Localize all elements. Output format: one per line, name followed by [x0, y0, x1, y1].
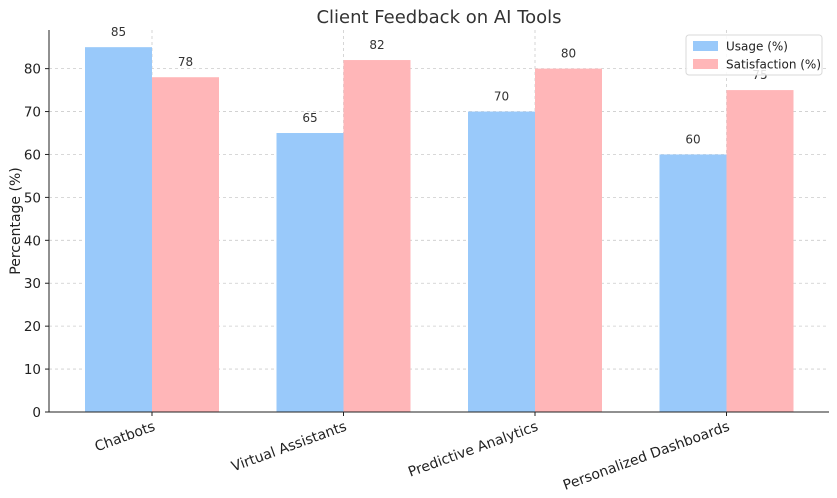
legend-swatch [693, 41, 718, 51]
bar-value-label: 80 [561, 47, 576, 61]
x-tick-label: Personalized Dashboards [561, 419, 732, 494]
y-tick-label: 80 [24, 62, 41, 78]
bar-value-label: 85 [111, 25, 126, 39]
y-tick-label: 0 [32, 405, 41, 421]
y-axis-label: Percentage (%) [8, 167, 24, 274]
bar-usage [85, 47, 152, 412]
legend-swatch [693, 59, 718, 69]
bar-satisfaction [152, 77, 219, 412]
bar-usage [276, 133, 344, 412]
y-tick-label: 60 [24, 147, 41, 163]
y-tick-label: 40 [24, 233, 41, 249]
bar-usage [468, 111, 535, 412]
chart-title: Client Feedback on AI Tools [316, 7, 561, 28]
y-tick-label: 50 [24, 190, 41, 206]
legend-entry: Usage (%) [726, 40, 788, 54]
bar-value-label: 60 [685, 132, 700, 146]
bar-value-label: 65 [302, 111, 317, 125]
y-tick-label: 10 [24, 362, 41, 378]
bar-value-label: 82 [369, 38, 384, 52]
legend-entry: Satisfaction (%) [726, 58, 821, 72]
x-ticks: Chatbots Virtual Assistants Predictive Ana… [93, 412, 732, 494]
y-ticks: 0 10 20 30 40 50 60 70 80 [24, 62, 49, 421]
y-tick-label: 30 [24, 276, 41, 292]
axes [48, 30, 829, 413]
x-tick-label: Virtual Assistants [229, 419, 348, 476]
x-tick-label: Predictive Analytics [406, 419, 540, 481]
y-tick-label: 70 [24, 105, 41, 121]
bar-usage [659, 154, 727, 412]
bars [85, 47, 794, 412]
legend: Usage (%) Satisfaction (%) [685, 34, 823, 76]
bar-satisfaction [343, 60, 411, 412]
bar-satisfaction [726, 90, 794, 412]
y-tick-label: 20 [24, 319, 41, 335]
bar-value-label: 78 [178, 55, 193, 69]
x-tick-label: Chatbots [93, 419, 158, 456]
bar-value-label: 70 [494, 90, 509, 104]
data-labels: 8565706078828075 [111, 25, 768, 146]
bar-satisfaction [535, 68, 602, 412]
legend-box [685, 34, 823, 76]
